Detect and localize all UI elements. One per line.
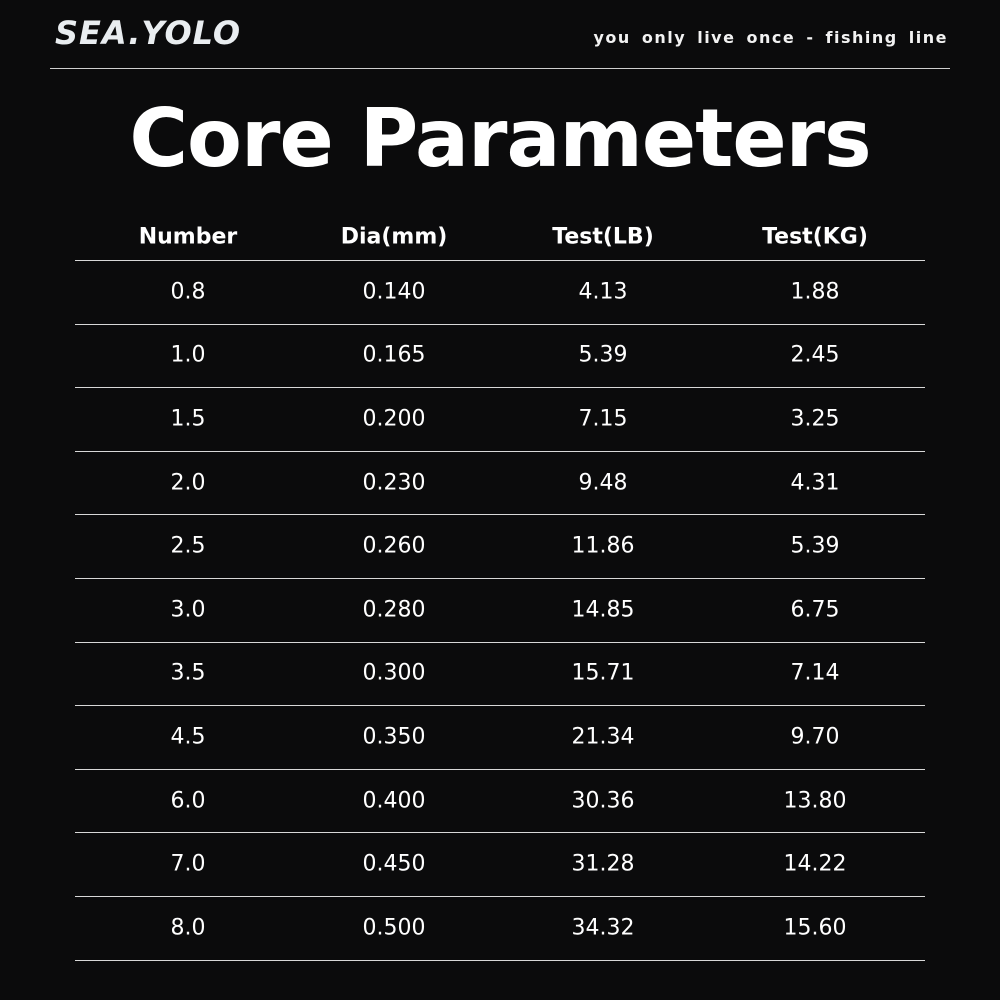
row-divider	[75, 324, 925, 325]
table-cell: 21.34	[571, 724, 635, 750]
table-cell: 7.15	[578, 406, 628, 432]
table-cell: 0.280	[362, 597, 426, 623]
table-cell: 14.85	[571, 597, 635, 623]
table-cell: 1.5	[170, 406, 206, 432]
table-cell: 0.300	[362, 660, 426, 686]
row-divider	[75, 260, 925, 261]
row-divider	[75, 642, 925, 643]
table-cell: 13.80	[783, 788, 847, 814]
column-header: Dia(mm)	[340, 224, 448, 250]
row-divider	[75, 769, 925, 770]
row-divider	[75, 832, 925, 833]
table-cell: 2.0	[170, 470, 206, 496]
table-cell: 0.200	[362, 406, 426, 432]
row-divider	[75, 514, 925, 515]
table-cell: 4.31	[790, 470, 840, 496]
row-divider	[75, 451, 925, 452]
tagline: you only live once - fishing line	[593, 28, 948, 47]
row-divider	[75, 705, 925, 706]
header-divider	[50, 68, 950, 69]
table-cell: 2.45	[790, 342, 840, 368]
table-cell: 0.140	[362, 279, 426, 305]
table-cell: 9.70	[790, 724, 840, 750]
table-cell: 1.88	[790, 279, 840, 305]
table-cell: 7.0	[170, 851, 206, 877]
table-cell: 15.60	[783, 915, 847, 941]
column-header: Test(KG)	[762, 224, 868, 250]
row-divider	[75, 578, 925, 579]
table-cell: 3.25	[790, 406, 840, 432]
row-divider	[75, 387, 925, 388]
table-cell: 5.39	[578, 342, 628, 368]
table-cell: 0.8	[170, 279, 206, 305]
table-cell: 5.39	[790, 533, 840, 559]
table-cell: 0.230	[362, 470, 426, 496]
table-cell: 0.400	[362, 788, 426, 814]
table-cell: 0.165	[362, 342, 426, 368]
row-divider	[75, 960, 925, 961]
table-cell: 0.500	[362, 915, 426, 941]
table-cell: 2.5	[170, 533, 206, 559]
table-cell: 11.86	[571, 533, 635, 559]
row-divider	[75, 896, 925, 897]
table-cell: 3.0	[170, 597, 206, 623]
table-cell: 31.28	[571, 851, 635, 877]
table-cell: 3.5	[170, 660, 206, 686]
table-cell: 6.75	[790, 597, 840, 623]
table-cell: 0.450	[362, 851, 426, 877]
table-cell: 9.48	[578, 470, 628, 496]
table-cell: 34.32	[571, 915, 635, 941]
table-cell: 15.71	[571, 660, 635, 686]
table-cell: 0.260	[362, 533, 426, 559]
table-cell: 0.350	[362, 724, 426, 750]
page-title: Core Parameters	[129, 92, 871, 185]
brand-logo: SEA.YOLO	[55, 14, 242, 52]
table-cell: 14.22	[783, 851, 847, 877]
table-cell: 1.0	[170, 342, 206, 368]
table-cell: 8.0	[170, 915, 206, 941]
table-cell: 4.13	[578, 279, 628, 305]
table-cell: 4.5	[170, 724, 206, 750]
table-cell: 6.0	[170, 788, 206, 814]
table-cell: 7.14	[790, 660, 840, 686]
column-header: Number	[138, 224, 238, 250]
table-cell: 30.36	[571, 788, 635, 814]
column-header: Test(LB)	[552, 224, 654, 250]
